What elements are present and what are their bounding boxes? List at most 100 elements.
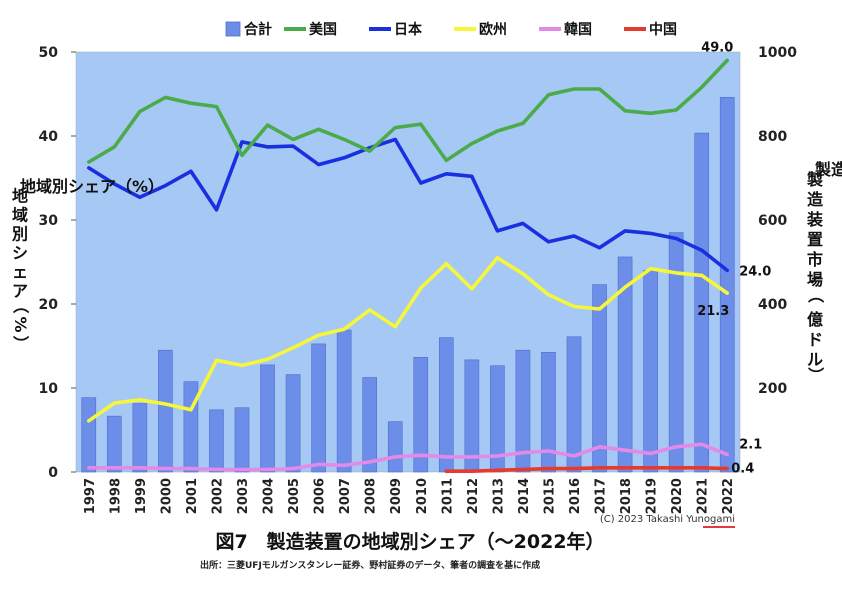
- x-tick-2006: 2006: [313, 478, 328, 514]
- left-tick-30: 30: [39, 213, 59, 229]
- line-series-4: [444, 466, 729, 473]
- copyright-underline: [703, 526, 735, 528]
- x-tick-2010: 2010: [415, 478, 430, 514]
- x-tick-2014: 2014: [517, 478, 532, 514]
- line-series-3: [87, 442, 729, 472]
- line-series-group: [87, 58, 729, 473]
- x-tick-2016: 2016: [568, 478, 583, 514]
- line-series-2: [87, 256, 729, 423]
- left-tick-40: 40: [39, 129, 59, 145]
- bar-1997: [81, 397, 97, 473]
- chart-legend: 合計 美国 日本 欧州 韓国 中国: [225, 21, 677, 38]
- x-tick-2001: 2001: [185, 478, 200, 514]
- legend-label-4: 中国: [649, 21, 677, 38]
- ylabel-left-glyph: 別: [12, 225, 28, 244]
- end-label-2: 21.3: [697, 304, 729, 319]
- bar-2017: [592, 284, 607, 473]
- ylabel-right-glyph: 装: [806, 210, 823, 229]
- ylabel-right-glyph: ル: [807, 350, 823, 369]
- ylabel-left-glyph: ェ: [12, 263, 28, 282]
- right-tick-400: 400: [758, 297, 787, 313]
- end-label-0: 49.0: [701, 40, 733, 55]
- left-axis-ticks: 0 10 20 30 40 50: [39, 45, 76, 481]
- ylabel-right-glyph: 場: [807, 270, 823, 289]
- bar-2011: [438, 337, 454, 473]
- x-tick-2020: 2020: [670, 478, 685, 514]
- x-tick-2004: 2004: [262, 478, 277, 514]
- ylabel-right-glyph: 市: [807, 250, 823, 269]
- left-tick-0: 0: [48, 465, 58, 481]
- bar-2004: [260, 364, 275, 473]
- bar-2008: [362, 377, 378, 473]
- ylabel-right-glyph: 置: [807, 230, 823, 249]
- ylabel-left-glyph: 地: [12, 187, 28, 206]
- x-tick-2007: 2007: [338, 478, 353, 514]
- end-label-4: 0.4: [731, 462, 754, 477]
- legend-label-2: 欧州: [479, 21, 507, 38]
- x-tick-2017: 2017: [594, 478, 609, 514]
- legend-swatch-bar: [225, 21, 241, 37]
- bar-2021: [694, 132, 710, 473]
- bar-2020: [668, 232, 684, 473]
- x-tick-2000: 2000: [159, 478, 174, 514]
- left-tick-20: 20: [39, 297, 59, 313]
- x-tick-1997: 1997: [83, 478, 98, 514]
- end-label-3: 2.1: [739, 437, 762, 452]
- x-tick-2015: 2015: [542, 478, 557, 514]
- ylabel-right-glyph: 造: [807, 190, 824, 209]
- ylabel-left-glyph: （: [11, 297, 30, 313]
- bar-2015: [541, 351, 556, 473]
- right-tick-800: 800: [758, 129, 787, 145]
- ylabel-right-glyph: （: [806, 287, 825, 303]
- bar-2006: [311, 343, 326, 473]
- end-label-1: 24.0: [739, 264, 771, 279]
- ylabel-left-text: 地域別シェア（%）: [20, 177, 164, 196]
- bar-2022: [719, 97, 735, 473]
- legend-label-bar: 合計: [244, 21, 272, 38]
- x-tick-2011: 2011: [440, 478, 455, 514]
- ylabel-left-glyph: シ: [12, 244, 28, 263]
- x-tick-2018: 2018: [619, 478, 634, 514]
- plot-area: [75, 51, 741, 473]
- x-tick-2005: 2005: [287, 478, 302, 514]
- x-tick-2009: 2009: [389, 478, 404, 514]
- ylabel-left-glyph: ア: [12, 282, 28, 301]
- ylabel-right-glyph: ド: [807, 330, 823, 349]
- copyright-text: (C) 2023 Takashi Yunogami: [600, 514, 735, 525]
- bar-2016: [566, 336, 582, 473]
- bar-2009: [387, 421, 403, 473]
- right-tick-200: 200: [758, 381, 787, 397]
- ylabel-right-glyph: 製: [806, 170, 823, 189]
- x-tick-2012: 2012: [466, 478, 481, 514]
- x-tick-1999: 1999: [134, 478, 149, 514]
- ylabel-left-glyph: 域: [12, 206, 28, 225]
- x-tick-2013: 2013: [491, 478, 506, 514]
- legend-label-3: 韓国: [564, 21, 592, 38]
- bar-2014: [515, 349, 531, 473]
- x-axis-ticks: 1997 1998 1999 2000 2001 2002 2003 2004 2005 2006…: [83, 478, 736, 514]
- source-note: 出所：三菱UFJモルガンスタンレー証券、野村証券のデータ、筆者の調査を基に作成: [200, 559, 540, 571]
- ylabel-right-glyph: 億: [807, 310, 823, 329]
- ylabel-right-glyph: ）: [806, 367, 825, 383]
- legend-label-1: 日本: [394, 21, 423, 38]
- y-axis-left-label: 地域別シェア（%）地域別シェア（%）: [11, 177, 164, 352]
- bar-2000: [158, 349, 173, 473]
- x-tick-2019: 2019: [645, 478, 660, 514]
- bar-2003: [234, 407, 250, 473]
- bar-2010: [413, 357, 429, 473]
- x-tick-1998: 1998: [108, 478, 123, 514]
- end-value-labels: 49.0 24.0 21.3 2.1 0.4: [697, 40, 771, 476]
- ylabel-left-glyph: %: [11, 316, 30, 332]
- chart-title: 図7 製造装置の地域別シェア（〜2022年）: [215, 530, 604, 553]
- x-tick-2008: 2008: [364, 478, 379, 514]
- right-axis-ticks: 200 400 600 800 1000: [758, 45, 797, 397]
- bar-2005: [285, 374, 301, 473]
- bar-1998: [106, 415, 122, 473]
- bar-series-total: [81, 97, 735, 473]
- bar-2007: [336, 329, 352, 473]
- left-tick-10: 10: [39, 381, 59, 397]
- x-tick-2003: 2003: [236, 478, 251, 514]
- left-tick-50: 50: [39, 45, 59, 61]
